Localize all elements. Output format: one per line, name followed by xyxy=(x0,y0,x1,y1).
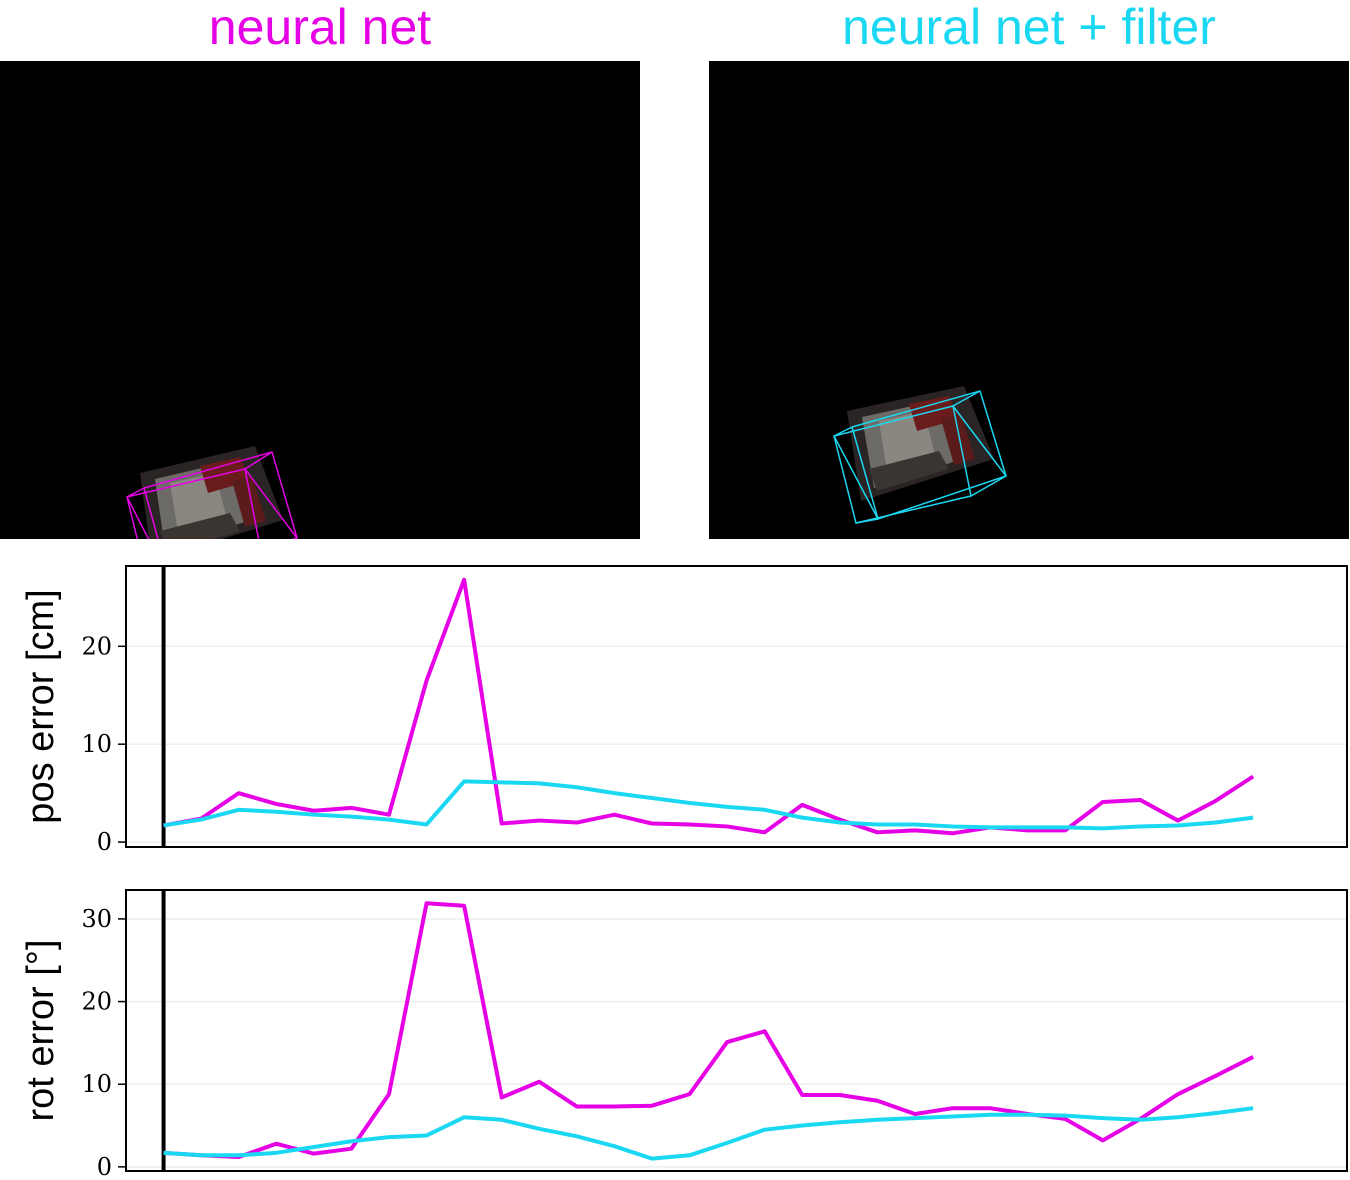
y-tick-label: 0 xyxy=(97,1153,112,1180)
plot-frame xyxy=(125,889,1348,1172)
y-tick-label: 20 xyxy=(81,988,112,1016)
plot-frame xyxy=(125,565,1348,848)
chart-pos-error: 0 10 20 pos error [cm] xyxy=(20,565,1348,856)
camera-image-neural-net-filter xyxy=(709,61,1349,539)
y-tick-label: 10 xyxy=(81,1070,112,1098)
bounding-box-neural-net xyxy=(125,451,299,539)
camera-image-neural-net xyxy=(0,61,640,539)
y-axis-label: pos error [cm] xyxy=(20,589,62,823)
bounding-box-neural-net-filter xyxy=(832,390,1008,524)
series-line-neural-net xyxy=(163,901,1254,1159)
title-neural-net: neural net xyxy=(208,0,432,55)
can-object xyxy=(140,446,283,539)
chart-rot-error: 0 10 20 30 rot error [°] xyxy=(20,889,1348,1180)
can-object xyxy=(847,386,994,501)
series-line-neural-net-filter xyxy=(163,779,1254,831)
series-line-neural-net-filter xyxy=(163,1106,1254,1161)
series-line-neural-net xyxy=(163,577,1255,836)
y-tick-label: 30 xyxy=(81,905,112,933)
y-tick-label: 0 xyxy=(97,828,112,856)
y-tick-label: 10 xyxy=(81,730,112,758)
y-tick-label: 20 xyxy=(81,632,112,660)
y-axis-label: rot error [°] xyxy=(20,939,62,1121)
title-neural-net-filter: neural net + filter xyxy=(842,0,1216,55)
